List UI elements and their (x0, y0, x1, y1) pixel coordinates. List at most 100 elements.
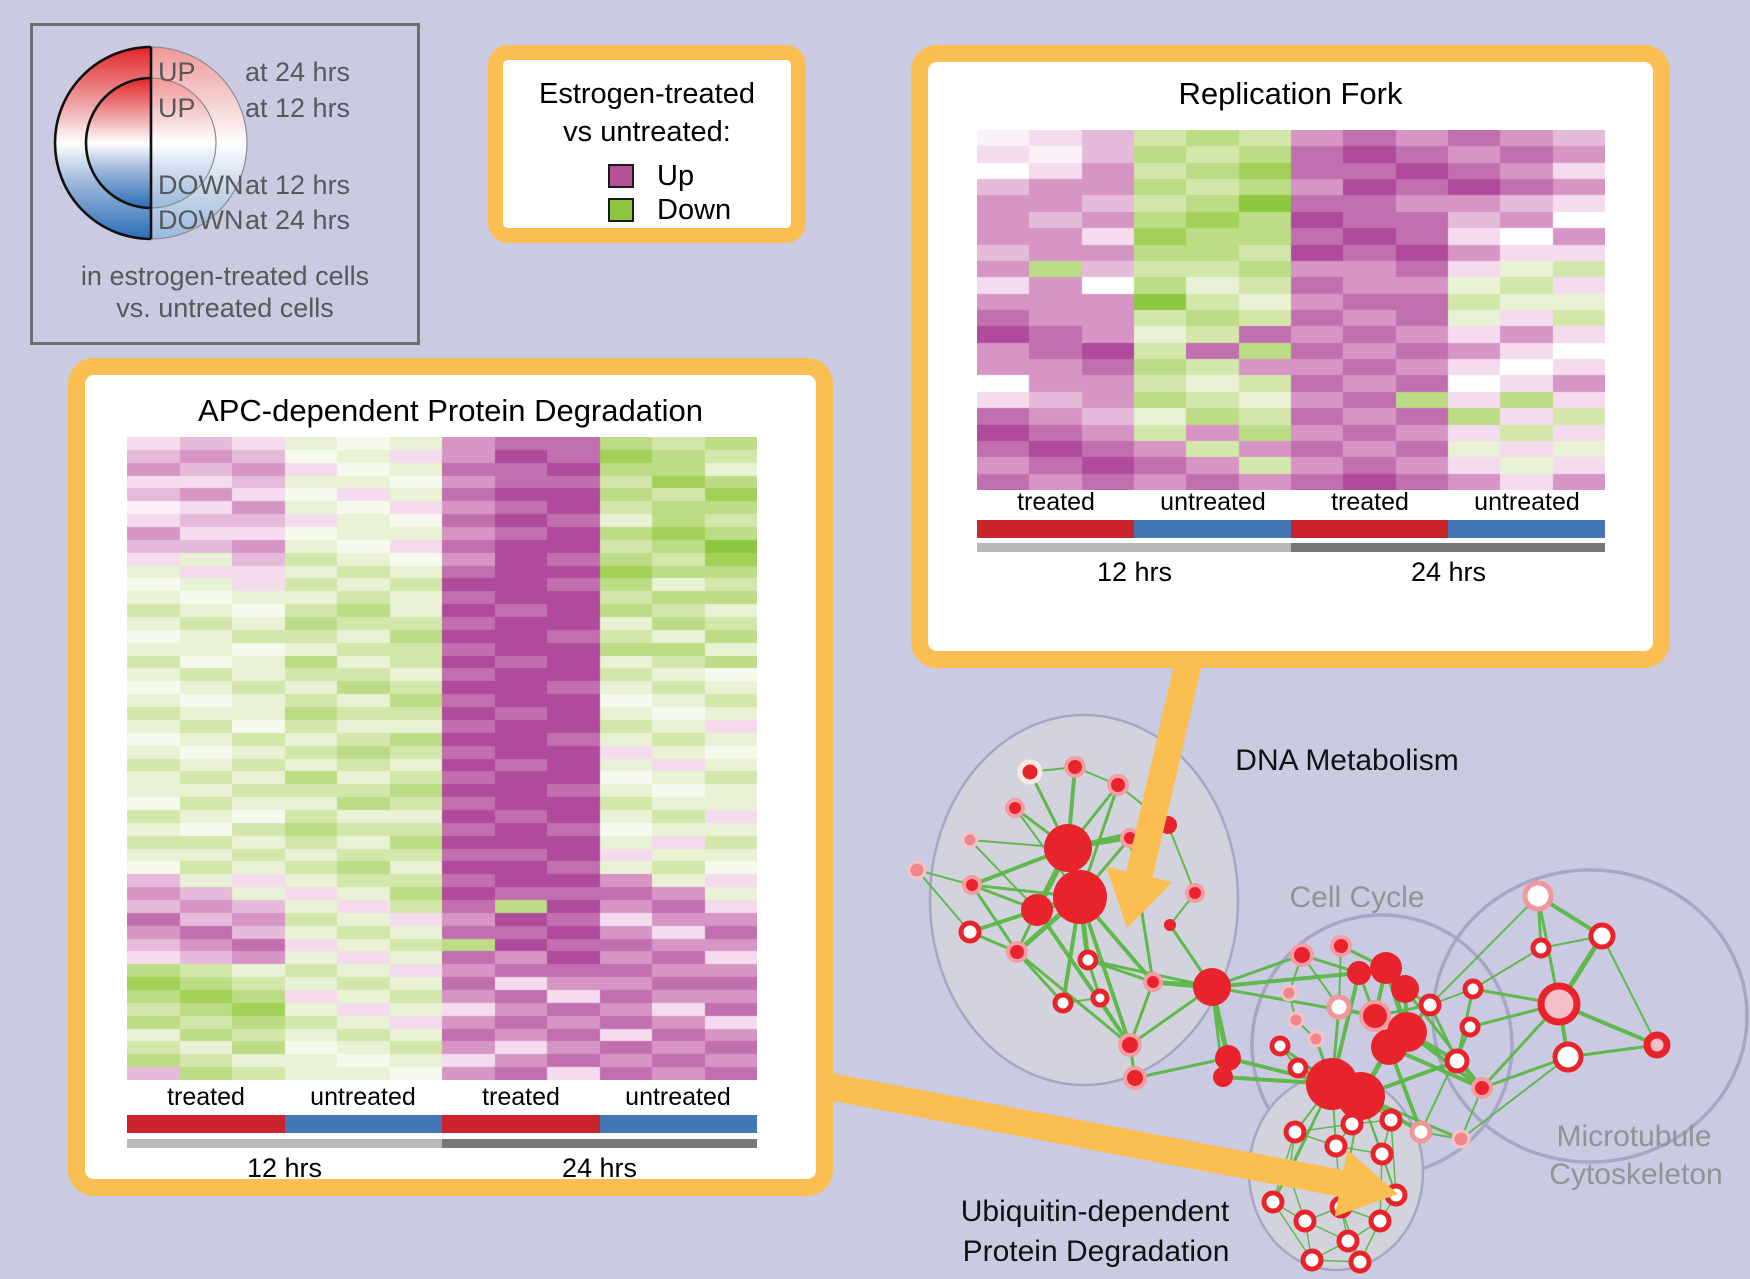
apc-heatmap (127, 437, 757, 1080)
gene-node-pinkring (1143, 972, 1163, 992)
gene-node-solid (1021, 894, 1053, 926)
direction-label: DOWN (158, 205, 244, 235)
gene-node-donut (1348, 1250, 1372, 1274)
condition-color-bar (977, 520, 1605, 538)
gene-node-donut (1379, 1108, 1403, 1132)
network-edge (1429, 895, 1539, 1006)
time-color-bar (127, 1139, 757, 1148)
legend-footer-line1: in estrogen-treated cells (80, 261, 370, 291)
gene-node-pink (1287, 1011, 1305, 1029)
network-edge (1472, 947, 1542, 990)
gene-node-donut (1287, 1057, 1309, 1079)
network-edge (1403, 987, 1484, 1090)
up-label: Up (657, 160, 695, 192)
gene-node-donut (1261, 1190, 1285, 1214)
panel-to-cluster-arrow (1106, 627, 1210, 928)
gene-node-pinkring (1005, 798, 1025, 818)
cluster-label: Protein Degradation (962, 1235, 1230, 1268)
gene-node-donut (1283, 1120, 1307, 1144)
estrogen-legend-title-line2: vs untreated: (563, 116, 731, 148)
gene-node-solid (1044, 824, 1092, 872)
gene-node-rosedonut (1643, 1031, 1671, 1059)
time-label: at 12 hrs (245, 170, 351, 200)
gene-node-solid (1371, 1029, 1407, 1065)
network-edge (1133, 1056, 1230, 1080)
gene-node-donut (1269, 1035, 1291, 1057)
rf-panel-title: Replication Fork (1178, 76, 1403, 111)
time-label-12hrs: 12 hrs (1096, 557, 1173, 587)
network-edge (1210, 971, 1361, 989)
untreated-bar-segment (599, 1115, 757, 1133)
gene-node-whitepink (1522, 880, 1554, 912)
network-edge (1420, 1026, 1471, 1133)
network-edge (916, 869, 971, 933)
cluster-label: DNA Metabolism (1235, 744, 1459, 777)
network-edge (1601, 935, 1658, 1046)
network-edge (1015, 950, 1132, 1047)
gene-node-donut (1370, 1142, 1394, 1166)
untreated-bar-segment (1448, 520, 1605, 538)
time-label-24hrs: 24 hrs (561, 1153, 638, 1183)
apc-heatmap-panel: APC-dependent Protein Degradation treate… (68, 358, 833, 1196)
group-label-untreated: untreated (1160, 488, 1266, 516)
gene-node-solid (1053, 870, 1107, 924)
time-color-bar (977, 543, 1605, 552)
gene-node-pink (907, 860, 927, 880)
group-label-treated: treated (167, 1083, 245, 1111)
gene-node-donut (1462, 978, 1484, 1000)
gene-node-donut (1530, 937, 1552, 959)
gene-node-pinkring (1123, 1066, 1147, 1090)
gene-node-solid (1215, 1045, 1241, 1071)
gene-node-solid (1347, 961, 1371, 985)
gene-node-pink (1307, 1030, 1325, 1048)
gene-node-donut (1368, 1209, 1392, 1233)
gene-node-solid (1164, 919, 1176, 931)
gene-node-solid (1193, 968, 1231, 1006)
gene-node-pinkring (1185, 883, 1205, 903)
network-edge (1460, 1056, 1569, 1140)
untreated-bar-segment (1134, 520, 1291, 538)
network-edge (1272, 1201, 1313, 1261)
down-label: Down (657, 194, 732, 226)
direction-label: DOWN (158, 170, 244, 200)
treated-bar-segment (977, 520, 1134, 538)
gene-node-pinkring (1471, 1077, 1493, 1099)
gene-node-donut (1418, 993, 1442, 1017)
hrs12-bar-segment (977, 543, 1291, 552)
rf-heatmap (977, 130, 1605, 490)
network-edge (1167, 824, 1196, 894)
gene-node-pinkring (1064, 756, 1086, 778)
time-label: at 24 hrs (245, 57, 351, 87)
gene-node-solid (1391, 975, 1419, 1003)
cluster-label: Cell Cycle (1289, 881, 1425, 914)
gene-node-rosedonut (1537, 982, 1581, 1026)
down-color-swatch (608, 198, 634, 222)
gene-node-donut (1300, 1248, 1324, 1272)
hrs12-bar-segment (127, 1139, 442, 1148)
network-nodes (907, 756, 1671, 1274)
gene-node-donut (1052, 992, 1074, 1014)
updown-legend-box: UP at 24 hrs UP at 12 hrs DOWN at 12 hrs… (30, 23, 420, 345)
time-label-24hrs: 24 hrs (1410, 557, 1487, 587)
group-label-untreated: untreated (1474, 488, 1580, 516)
cluster-label: Microtubule (1556, 1120, 1712, 1153)
condition-color-bar (127, 1115, 757, 1133)
treated-bar-segment (127, 1115, 285, 1133)
gene-node-donut (1077, 949, 1099, 971)
gene-node-pinkring (1006, 941, 1028, 963)
gene-node-donut (1293, 1209, 1317, 1233)
time-label: at 12 hrs (245, 93, 351, 123)
updown-gradient-circle-icon (53, 45, 248, 241)
gene-node-pinkring (1359, 1000, 1391, 1032)
gene-node-donut (1444, 1048, 1470, 1074)
time-label-12hrs: 12 hrs (246, 1153, 323, 1183)
gene-node-donut (1459, 1016, 1481, 1038)
replication-fork-panel: Replication Fork treated untreated treat… (911, 45, 1670, 668)
hrs24-bar-segment (1291, 543, 1605, 552)
gene-node-donut (1090, 988, 1110, 1008)
up-color-swatch (608, 164, 634, 188)
gene-node-pink (1280, 984, 1298, 1002)
gene-node-whitepink (1326, 994, 1352, 1020)
hrs24-bar-segment (442, 1139, 757, 1148)
